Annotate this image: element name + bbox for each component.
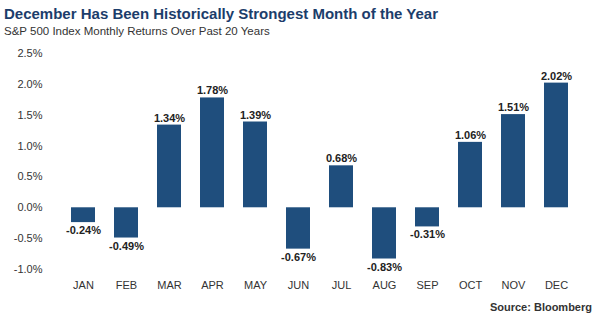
svg-text:FEB: FEB bbox=[116, 279, 137, 291]
html-text:December Has Been Historically: December Has Been Historically Strongest… bbox=[4, 5, 438, 22]
svg-text:-0.67%: -0.67% bbox=[281, 251, 316, 263]
svg-text:OCT: OCT bbox=[459, 279, 483, 291]
svg-text:MAR: MAR bbox=[157, 279, 182, 291]
svg-text:SEP: SEP bbox=[416, 279, 438, 291]
svg-text:JAN: JAN bbox=[73, 279, 94, 291]
svg-text:NOV: NOV bbox=[502, 279, 527, 291]
svg-text:1.0%: 1.0% bbox=[17, 140, 42, 152]
svg-text:1.06%: 1.06% bbox=[455, 129, 486, 141]
svg-text:APR: APR bbox=[201, 279, 224, 291]
svg-text:0.5%: 0.5% bbox=[17, 170, 42, 182]
svg-text:1.34%: 1.34% bbox=[154, 112, 185, 124]
svg-text:-1.0%: -1.0% bbox=[14, 263, 43, 275]
svg-text:AUG: AUG bbox=[373, 279, 397, 291]
svg-text:1.39%: 1.39% bbox=[240, 109, 271, 121]
svg-text:DEC: DEC bbox=[545, 279, 568, 291]
svg-text:JUL: JUL bbox=[332, 279, 352, 291]
svg-text:0.0%: 0.0% bbox=[17, 201, 42, 213]
svg-text:0.68%: 0.68% bbox=[326, 152, 357, 164]
svg-text:MAY: MAY bbox=[244, 279, 268, 291]
svg-text:-0.49%: -0.49% bbox=[109, 240, 144, 252]
svg-text:1.78%: 1.78% bbox=[197, 84, 228, 96]
svg-text:-0.83%: -0.83% bbox=[367, 261, 402, 273]
svg-text:JUN: JUN bbox=[288, 279, 309, 291]
svg-text:2.5%: 2.5% bbox=[17, 47, 42, 59]
svg-text:-0.31%: -0.31% bbox=[410, 228, 445, 240]
svg-text:-0.24%: -0.24% bbox=[66, 224, 101, 236]
html-text:S&P 500 Index Monthly Returns: S&P 500 Index Monthly Returns Over Past … bbox=[4, 25, 270, 37]
svg-text:2.02%: 2.02% bbox=[541, 70, 572, 82]
svg-text:1.5%: 1.5% bbox=[17, 109, 42, 121]
svg-text:-0.5%: -0.5% bbox=[14, 232, 43, 244]
html-text:Source: Bloomberg: Source: Bloomberg bbox=[489, 301, 592, 313]
svg-text:1.51%: 1.51% bbox=[498, 101, 529, 113]
svg-text:2.0%: 2.0% bbox=[17, 78, 42, 90]
